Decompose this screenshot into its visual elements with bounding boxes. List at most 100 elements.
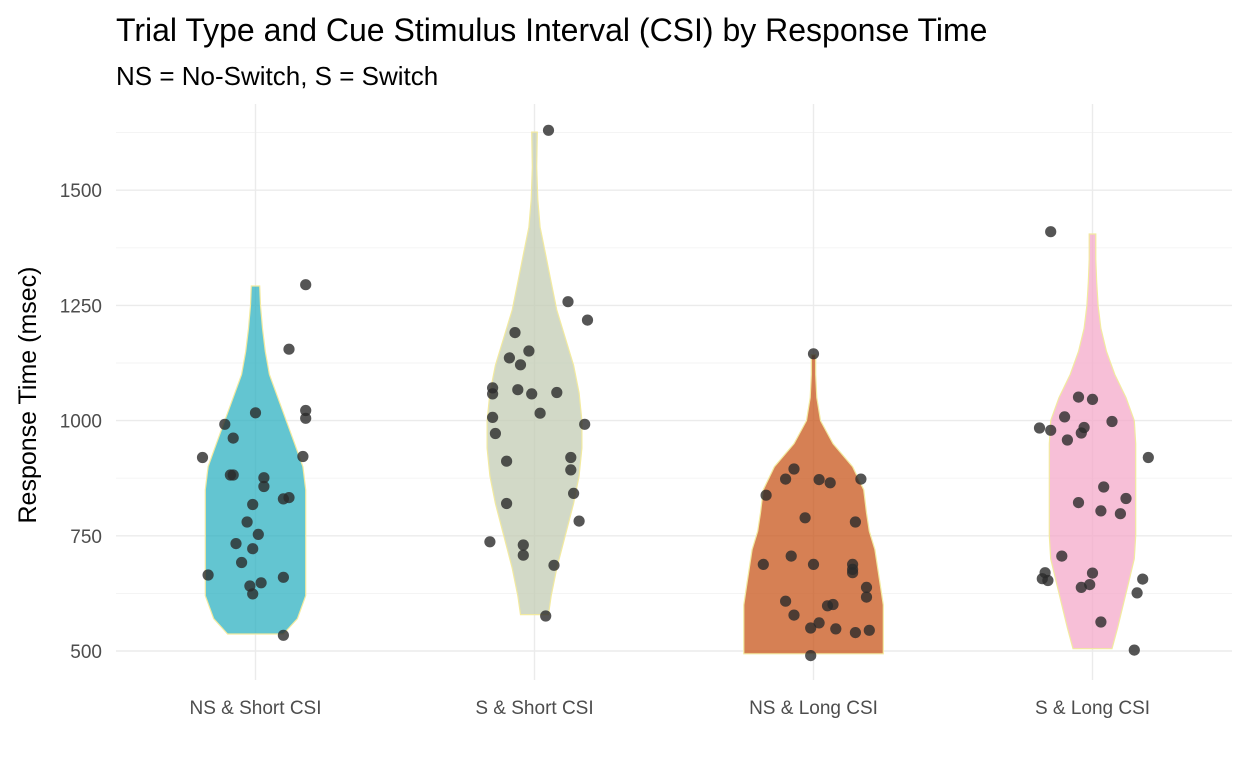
point-1-9: [487, 388, 499, 400]
x-tick-label-3: S & Long CSI: [1035, 698, 1150, 719]
y-axis-ticks: 500 750 1000 1250 1500: [60, 181, 102, 663]
point-1-10: [526, 388, 538, 400]
violin-1: [486, 131, 583, 616]
y-tick-label-4: 1500: [60, 181, 102, 202]
point-3-7: [1061, 434, 1073, 446]
point-3-20: [1039, 567, 1051, 579]
point-3-11: [1098, 481, 1110, 493]
point-3-12: [1120, 492, 1132, 505]
x-tick-label-1: S & Short CSI: [475, 698, 593, 719]
point-2-15: [860, 581, 873, 594]
point-1-26: [540, 610, 552, 622]
point-1-21: [573, 515, 585, 527]
point-0-21: [202, 569, 214, 581]
y-axis-title: Response Time (msec): [14, 266, 42, 523]
y-tick-label-1: 750: [70, 527, 102, 548]
point-1-15: [489, 427, 501, 440]
point-1-6: [514, 359, 527, 371]
x-tick-label-0: NS & Short CSI: [190, 698, 322, 719]
point-1-20: [501, 497, 513, 510]
point-1-24: [517, 549, 529, 561]
point-0-9: [300, 279, 312, 291]
y-tick-label-2: 1000: [60, 412, 102, 433]
point-2-22: [805, 622, 817, 634]
point-2-2: [780, 473, 792, 485]
y-tick-label-3: 1250: [60, 296, 102, 317]
point-1-4: [523, 345, 535, 357]
point-2-0: [807, 348, 820, 360]
point-0-13: [258, 472, 270, 484]
point-3-23: [1137, 573, 1149, 585]
point-3-26: [1128, 644, 1140, 656]
point-3-5: [1033, 422, 1046, 434]
point-1-19: [568, 487, 580, 499]
point-1-5: [503, 352, 515, 364]
point-3-15: [1072, 497, 1085, 509]
point-3-17: [1086, 567, 1099, 579]
point-3-10: [1142, 451, 1154, 464]
point-2-23: [830, 623, 842, 635]
x-tick-label-2: NS & Long CSI: [749, 698, 878, 719]
point-0-24: [255, 577, 267, 589]
point-1-22: [484, 536, 496, 548]
point-0-2: [227, 432, 239, 444]
point-1-1: [562, 296, 574, 308]
point-3-4: [1106, 415, 1118, 428]
point-0-20: [236, 556, 248, 569]
point-2-14: [847, 563, 859, 576]
point-2-8: [799, 512, 811, 524]
violin-0: [204, 285, 307, 635]
point-0-0: [196, 451, 209, 464]
point-0-18: [230, 538, 242, 550]
point-2-10: [785, 550, 797, 562]
point-2-16: [860, 591, 873, 603]
point-1-25: [548, 559, 560, 571]
point-2-9: [757, 558, 769, 571]
point-2-5: [824, 477, 836, 489]
point-1-18: [565, 464, 577, 476]
chart-subtitle: NS = No-Switch, S = Switch: [116, 61, 438, 91]
point-3-13: [1114, 508, 1126, 520]
point-2-25: [863, 624, 875, 636]
point-2-17: [780, 595, 792, 607]
point-1-16: [501, 455, 513, 467]
violins: [204, 131, 1137, 655]
point-2-18: [788, 609, 800, 621]
point-0-1: [219, 418, 231, 430]
point-2-7: [849, 516, 862, 528]
point-0-8: [277, 493, 289, 505]
point-2-21: [813, 617, 825, 629]
point-0-16: [241, 516, 253, 528]
point-0-14: [258, 480, 270, 493]
point-2-11: [807, 558, 820, 571]
x-axis-ticks: NS & Short CSI S & Short CSI NS & Long CSI…: [190, 698, 1151, 719]
point-2-3: [788, 463, 800, 475]
point-0-26: [277, 629, 289, 641]
point-3-25: [1095, 616, 1107, 628]
point-1-0: [542, 124, 555, 136]
point-2-24: [849, 627, 862, 639]
point-0-25: [247, 588, 259, 600]
violin-3: [1048, 233, 1137, 650]
y-tick-label-0: 500: [70, 642, 102, 663]
point-3-24: [1131, 587, 1143, 599]
point-0-6: [283, 343, 295, 355]
point-3-6: [1045, 424, 1057, 436]
point-0-4: [227, 469, 239, 481]
point-0-19: [247, 543, 259, 555]
point-0-11: [300, 412, 312, 424]
point-1-8: [512, 384, 524, 396]
point-1-2: [581, 314, 594, 326]
point-3-2: [1086, 393, 1099, 405]
point-1-3: [509, 327, 521, 339]
point-1-11: [551, 386, 563, 399]
point-3-1: [1072, 391, 1085, 403]
point-3-0: [1045, 226, 1057, 238]
point-2-6: [855, 473, 867, 485]
chart-title: Trial Type and Cue Stimulus Interval (CS…: [116, 12, 987, 48]
point-1-13: [534, 407, 546, 419]
point-0-10: [297, 450, 309, 463]
point-1-14: [579, 418, 591, 430]
data-points: [196, 124, 1154, 662]
